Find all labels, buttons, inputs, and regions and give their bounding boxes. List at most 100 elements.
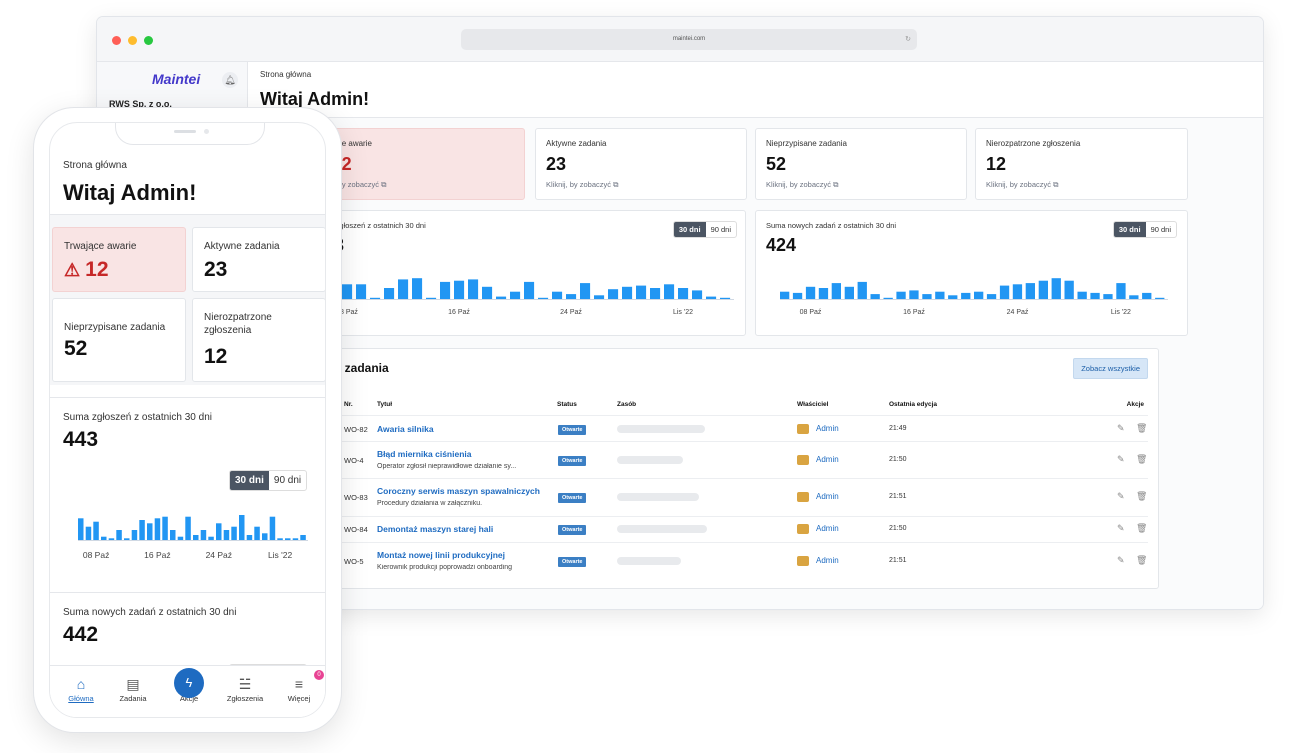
chart-bar: [426, 297, 437, 299]
phone-page-title: Witaj Admin!: [63, 180, 197, 205]
column-header-title[interactable]: Tytuł: [377, 401, 393, 408]
owner-link[interactable]: Admin: [816, 492, 839, 501]
range-90-button[interactable]: 90 dni: [273, 475, 302, 486]
x-tick-label: Lis '22: [1111, 309, 1131, 316]
phone-stat-unassigned-tasks[interactable]: Nieprzypisane zadania 52: [52, 298, 186, 382]
column-header-owner[interactable]: Właściciel: [797, 401, 829, 408]
phone-stat-ongoing-failures[interactable]: Trwające awarie ⚠ 12: [52, 227, 186, 292]
pencil-icon[interactable]: ✎: [1117, 491, 1125, 501]
chart-bar: [678, 288, 689, 299]
app-logo[interactable]: Maintei: [152, 71, 201, 87]
chart-bar: [986, 294, 997, 299]
close-window-button[interactable]: [112, 36, 121, 45]
pencil-icon[interactable]: ✎: [1117, 555, 1125, 565]
column-header-nr[interactable]: Nr.: [344, 401, 353, 408]
column-header-status[interactable]: Status: [557, 401, 577, 408]
phone-breadcrumb[interactable]: Strona główna: [63, 160, 127, 171]
notification-badge: 0: [314, 670, 324, 680]
task-title-link[interactable]: Montaż nowej linii produkcyjnej: [377, 550, 505, 560]
owner-link[interactable]: Admin: [816, 455, 839, 464]
task-number: WO-4: [344, 456, 364, 465]
owner-link[interactable]: Admin: [816, 424, 839, 433]
chart-bar: [1129, 295, 1139, 299]
owner-link[interactable]: Admin: [816, 524, 839, 533]
trash-icon[interactable]: 🗑︎: [1136, 454, 1148, 464]
range-90-button[interactable]: 90 dni: [1150, 225, 1171, 234]
pencil-icon[interactable]: ✎: [1117, 423, 1125, 433]
table-row[interactable]: ⚠ WO-82 Awaria silnika Otwarte Admin 21:…: [304, 415, 1148, 441]
phone-stat-active-tasks[interactable]: Aktywne zadania 23: [192, 227, 325, 292]
stat-card-pending-requests[interactable]: Nierozpatrzone zgłoszenia 12 Kliknij, by…: [975, 128, 1188, 200]
column-header-asset[interactable]: Zasób: [617, 401, 637, 408]
stat-card-unassigned-tasks[interactable]: Nieprzypisane zadania 52 Kliknij, by zob…: [755, 128, 967, 200]
task-title-link[interactable]: Coroczny serwis maszyn spawalniczych: [377, 486, 540, 496]
nav-item-actions[interactable]: ϟ Akcje: [164, 668, 214, 703]
table-row[interactable]: ? WO-5 Montaż nowej linii produkcyjnej K…: [304, 542, 1148, 579]
stat-card-active-tasks[interactable]: Aktywne zadania 23 Kliknij, by zobaczyć …: [535, 128, 747, 200]
chart-bar: [412, 278, 423, 299]
asset-placeholder: [617, 456, 683, 464]
chart-bar: [139, 520, 145, 540]
phone-stat-grid: Trwające awarie ⚠ 12 Aktywne zadania 23 …: [50, 215, 325, 385]
column-header-last-edit[interactable]: Ostatnia edycja: [889, 401, 938, 408]
chart-bar: [370, 297, 381, 299]
trash-icon[interactable]: 🗑︎: [1136, 555, 1148, 565]
bolt-icon[interactable]: ϟ: [174, 668, 204, 698]
nav-item-more[interactable]: ≡ Więcej: [274, 676, 324, 703]
minimize-window-button[interactable]: [128, 36, 137, 45]
trash-icon[interactable]: 🗑︎: [1136, 523, 1148, 533]
chart-bar: [131, 530, 138, 540]
table-row[interactable]: / WO-84 Demontaż maszyn starej hali Otwa…: [304, 516, 1148, 542]
pencil-icon[interactable]: ✎: [1117, 523, 1125, 533]
stat-label: Nieprzypisane zadania: [64, 322, 166, 333]
chart-bar: [398, 279, 409, 299]
task-title-link[interactable]: Demontaż maszyn starej hali: [377, 524, 494, 534]
status-badge: Otwarte: [558, 557, 587, 567]
nav-item-home[interactable]: ⌂ Główna: [56, 676, 106, 703]
range-30-button[interactable]: 30 dni: [230, 471, 269, 490]
chart-bar: [384, 288, 395, 299]
pencil-icon[interactable]: ✎: [1117, 454, 1125, 464]
trash-icon[interactable]: 🗑︎: [1136, 423, 1148, 433]
status-badge: Otwarte: [558, 456, 587, 466]
trash-icon[interactable]: 🗑︎: [1136, 491, 1148, 501]
range-30-button[interactable]: 30 dni: [1113, 222, 1146, 237]
status-badge: Otwarte: [558, 525, 587, 535]
chart-bar: [78, 518, 84, 540]
reload-icon[interactable]: ↻: [905, 36, 911, 43]
nav-item-tasks[interactable]: ▤ Zadania: [108, 676, 158, 703]
chart-bar: [468, 279, 479, 299]
range-90-button[interactable]: 90 dni: [710, 225, 731, 234]
chart-bar: [622, 286, 633, 299]
chart-bar: [254, 526, 260, 540]
avatar: [797, 455, 809, 465]
owner-link[interactable]: Admin: [816, 556, 839, 565]
chart-card-requests: Suma zgłoszeń z ostatnich 30 dni 473 30 …: [303, 210, 746, 336]
maximize-window-button[interactable]: [144, 36, 153, 45]
url-text: maintei.com: [672, 36, 706, 42]
nav-item-requests[interactable]: ☱ Zgłoszenia: [220, 676, 270, 703]
bell-icon[interactable]: 🔔︎: [222, 72, 238, 88]
range-30-button[interactable]: 30 dni: [673, 222, 706, 237]
address-bar[interactable]: maintei.com ↻: [461, 29, 917, 50]
task-title-link[interactable]: Awaria silnika: [377, 424, 434, 434]
x-tick-label: 08 Paź: [800, 309, 822, 316]
chart-bar: [805, 286, 816, 299]
avatar: [797, 556, 809, 566]
bar-chart: 08 Paź 16 Paź 24 Paź Lis '22: [78, 515, 308, 560]
chart-bar: [147, 523, 153, 540]
chart-bar: [170, 530, 176, 540]
chart-bar: [208, 536, 214, 540]
stat-hint: Kliknij, by zobaczyć ⧉: [314, 180, 386, 190]
avatar: [797, 492, 809, 502]
breadcrumb[interactable]: Strona główna: [260, 70, 312, 79]
table-row[interactable]: | WO-83 Coroczny serwis maszyn spawalnic…: [304, 478, 1148, 516]
chart-bar: [935, 291, 945, 299]
task-title-link[interactable]: Błąd miernika ciśnienia: [377, 449, 472, 459]
avatar: [797, 524, 809, 534]
chart-bar: [262, 533, 268, 540]
table-row[interactable]: ⚠ WO-4 Błąd miernika ciśnienia Operator …: [304, 441, 1148, 478]
browser-titlebar: maintei.com ↻: [97, 17, 1263, 62]
phone-stat-pending-requests[interactable]: Nierozpatrzone zgłoszenia 12: [192, 298, 325, 382]
see-all-button[interactable]: Zobacz wszystkie: [1073, 358, 1148, 379]
